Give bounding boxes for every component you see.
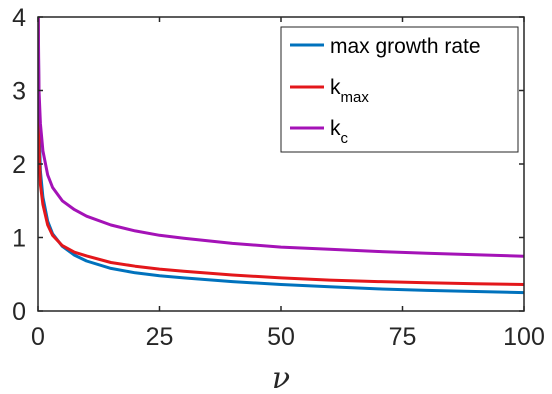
legend-label-max-growth-rate: max growth rate — [330, 35, 481, 58]
legend-label-k-c: kc — [330, 117, 349, 147]
legend-box — [280, 26, 519, 153]
series-line-2 — [38, 17, 524, 286]
x-tick-label: 100 — [503, 323, 545, 351]
y-tick-label: 4 — [12, 4, 26, 32]
series-line-3 — [38, 17, 524, 258]
legend-label-k-c-main: k — [330, 117, 341, 140]
tick-layer: 0 25 50 75 100 0 1 2 3 4 — [12, 4, 545, 351]
y-tick-label: 1 — [12, 225, 26, 253]
legend-label-k-max-main: k — [330, 76, 341, 99]
y-tick-label: 0 — [12, 298, 26, 326]
legend-label-k-c-sub: c — [341, 130, 349, 147]
x-axis-label: ν — [272, 361, 290, 394]
x-tick-label: 75 — [389, 323, 417, 351]
legend-label-k-max-sub: max — [341, 89, 370, 106]
x-tick-label: 50 — [267, 323, 295, 351]
x-tick-label: 0 — [31, 323, 45, 351]
y-tick-label: 3 — [12, 78, 26, 106]
legend-label-k-max: kmax — [330, 76, 369, 106]
y-tick-label: 2 — [12, 151, 26, 179]
x-tick-label: 25 — [146, 323, 174, 351]
series-layer — [38, 17, 524, 295]
legend: max growth rate kmax kc — [280, 26, 519, 153]
